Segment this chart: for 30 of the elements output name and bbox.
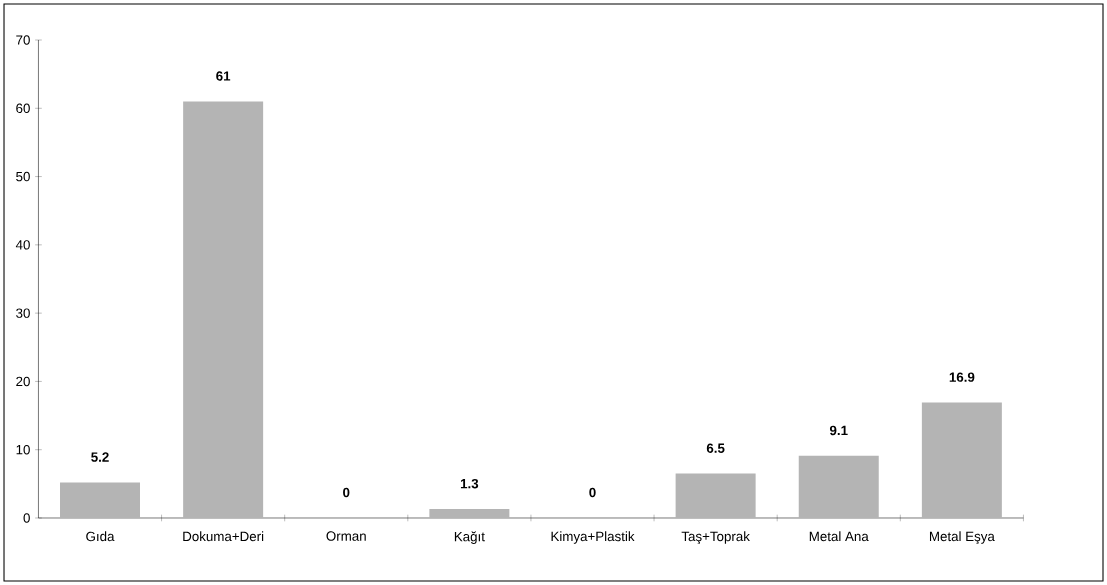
y-tick-label: 20	[16, 376, 30, 387]
y-tick-label: 60	[16, 103, 30, 113]
x-tick-label: Taş+Toprak	[681, 531, 750, 544]
x-tick-label: Metal Ana	[809, 531, 869, 542]
x-tick-label: Gıda	[86, 531, 115, 542]
x-tick-label: Dokuma+Deri	[183, 531, 264, 542]
x-tick-label: Kağıt	[454, 531, 485, 544]
y-tick-label: 10	[16, 444, 30, 455]
data-label: 61	[216, 71, 231, 81]
y-tick-label: 40	[15, 240, 30, 250]
y-tick-label: 50	[16, 171, 30, 182]
data-label: 5.2	[91, 452, 109, 462]
y-tick-label: 70	[16, 35, 30, 45]
y-tick-label: 30	[16, 308, 30, 318]
data-label: 1.3	[460, 478, 479, 489]
bar	[921, 402, 1002, 518]
x-tick-label: Orman	[326, 531, 366, 541]
data-label: 6.5	[706, 443, 725, 453]
y-tick-label: 0	[23, 513, 30, 523]
data-label: 0	[343, 487, 350, 498]
data-label: 16.9	[949, 372, 975, 382]
x-tick-label: Kimya+Plastik	[551, 531, 635, 544]
data-label: 0	[589, 487, 596, 498]
bar	[429, 509, 510, 518]
x-tick-label: Metal Eşya	[929, 531, 995, 544]
bar	[798, 455, 879, 518]
bar	[183, 101, 264, 518]
bar	[60, 482, 141, 518]
data-label: 9.1	[829, 425, 848, 436]
bar	[675, 473, 756, 518]
